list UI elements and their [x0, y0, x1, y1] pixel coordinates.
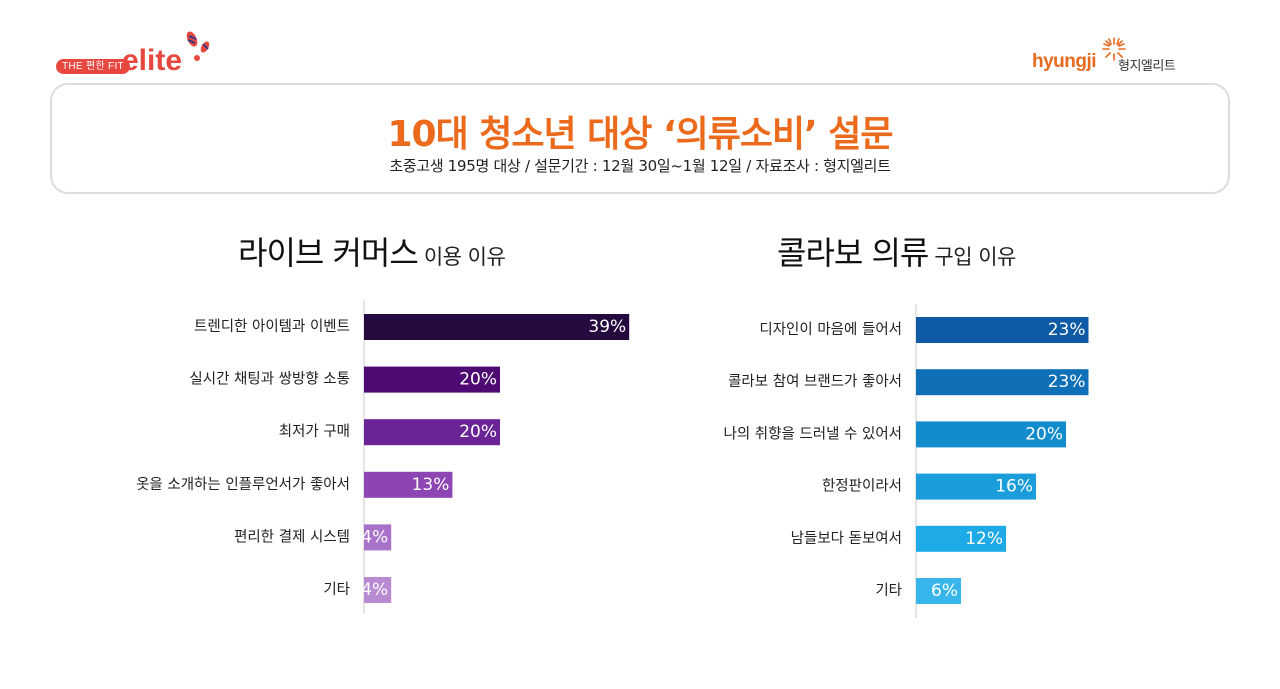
data-label: 23% — [1048, 372, 1086, 392]
elite-logo-tagline: THE 편한 FIT — [56, 59, 130, 74]
elite-mark-icon — [186, 31, 210, 61]
hyungji-logo-word: hyungji — [1032, 51, 1097, 72]
category-label: 한정판이라서 — [822, 478, 902, 495]
category-label: 편리한 결제 시스템 — [234, 528, 350, 545]
category-label: 최저가 구매 — [279, 423, 350, 440]
sunburst-icon — [1102, 37, 1126, 61]
bar — [916, 473, 1036, 500]
data-label: 16% — [995, 477, 1033, 497]
category-label: 기타 — [875, 582, 902, 599]
data-label: 20% — [459, 422, 497, 442]
bar — [364, 524, 392, 551]
bar — [364, 419, 500, 446]
data-label: 4% — [361, 527, 388, 547]
chart-title-main: 콜라보 의류 — [777, 234, 929, 272]
data-label: 39% — [588, 317, 626, 337]
category-label: 실시간 채팅과 쌍방향 소통 — [189, 371, 350, 388]
chart-live: 트렌디한 아이템과 이벤트 39% 실시간 채팅과 쌍방향 소통 20% 최저가 구매 2… — [136, 300, 630, 614]
category-label: 트렌디한 아이템과 이벤트 — [194, 318, 350, 335]
data-label: 6% — [931, 581, 958, 601]
category-label: 기타 — [323, 581, 350, 598]
data-label: 20% — [459, 370, 497, 390]
elite-logo-word: elite — [122, 44, 183, 77]
category-label: 나의 취향을 드러낼 수 있어서 — [723, 425, 902, 442]
bar — [364, 314, 630, 340]
chart-title-sub: 이용 이유 — [423, 245, 506, 269]
category-label: 콜라보 참여 브랜드가 좋아서 — [728, 373, 902, 390]
page-subtitle: 초중고생 195명 대상 / 설문기간 : 12월 30일~1월 12일 / 자… — [389, 157, 891, 175]
chart-heading-collab-clothing: 콜라보 의류 구입 이유 — [777, 228, 1016, 274]
category-label: 남들보다 돋보여서 — [791, 530, 902, 547]
chart-title-main: 라이브 커머스 — [238, 234, 419, 272]
data-label: 12% — [965, 529, 1003, 549]
data-label: 23% — [1048, 320, 1086, 340]
chart-collab: 디자인이 마음에 들어서 23% 콜라보 참여 브랜드가 좋아서 23% 나의 취향을 … — [723, 304, 1089, 618]
bar — [916, 421, 1066, 448]
bar — [364, 471, 453, 498]
elite-logo: THE 편한 FIT elite — [56, 30, 216, 78]
page-title: 10대 청소년 대상 ‘의류소비’ 설문 — [387, 114, 893, 155]
bar — [364, 366, 500, 393]
hyungji-logo-korean: 형지엘리트 — [1118, 59, 1176, 74]
data-label: 4% — [361, 580, 388, 600]
category-label: 옷을 소개하는 인플루언서가 좋아서 — [136, 476, 350, 493]
bar — [916, 369, 1089, 396]
data-label: 13% — [412, 475, 450, 495]
bar — [916, 578, 961, 604]
hyungji-logo: hyungji 형지엘리트 — [1032, 36, 1202, 78]
bar — [916, 317, 1089, 343]
chart-heading-live-commerce: 라이브 커머스 이용 이유 — [238, 228, 506, 274]
data-label: 20% — [1025, 424, 1063, 444]
category-label: 디자인이 마음에 들어서 — [759, 321, 902, 338]
title-box: 10대 청소년 대상 ‘의류소비’ 설문 초중고생 195명 대상 / 설문기간… — [50, 83, 1230, 194]
chart-title-sub: 구입 이유 — [934, 245, 1016, 269]
bar — [364, 577, 392, 603]
bar — [916, 525, 1006, 552]
